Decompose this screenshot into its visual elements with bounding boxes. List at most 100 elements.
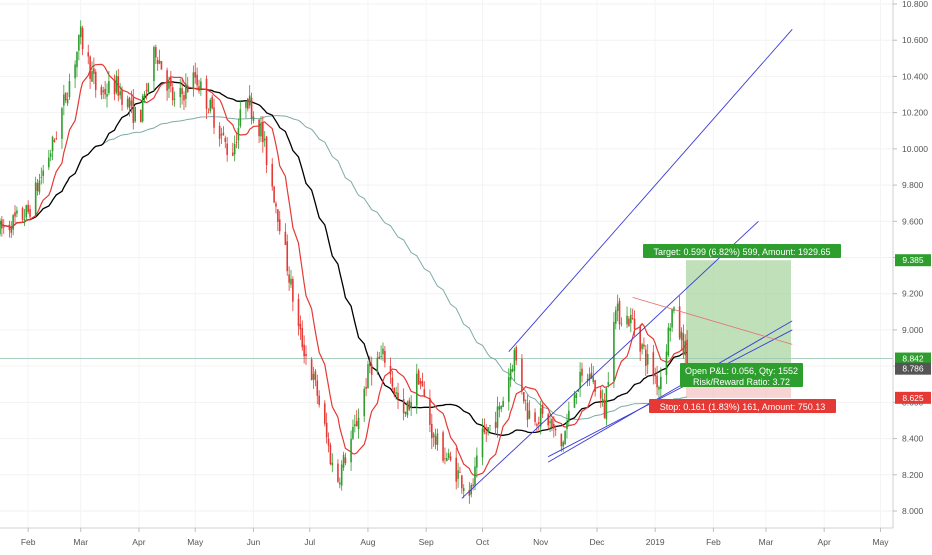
- candle-body: [605, 387, 608, 420]
- candle-body: [0, 221, 1, 234]
- candle-body: [404, 412, 407, 414]
- candle-body: [220, 134, 223, 136]
- candle-body: [186, 85, 189, 92]
- candle-body: [432, 433, 435, 438]
- price-tag-text: 8.625: [902, 393, 924, 403]
- candle-body: [378, 356, 381, 360]
- candle-body: [573, 394, 576, 408]
- trend-channel[interactable]: [461, 29, 793, 499]
- candle-body: [363, 388, 366, 417]
- candle-body: [528, 410, 531, 419]
- candle-body: [316, 380, 319, 396]
- candle-body: [645, 349, 647, 366]
- candle-body: [487, 427, 489, 433]
- price-axis[interactable]: 8.0008.2008.4008.6008.8009.0009.2009.400…: [892, 0, 931, 528]
- candle-body: [314, 371, 317, 381]
- candle-body: [357, 417, 360, 430]
- candle-body: [158, 60, 161, 64]
- candle-body: [196, 74, 198, 86]
- candle-body: [461, 475, 463, 489]
- candle-body: [613, 321, 615, 382]
- candle-body: [218, 125, 221, 139]
- candle-body: [140, 110, 142, 123]
- candle-body: [68, 81, 71, 98]
- candle-body: [102, 90, 105, 93]
- time-axis[interactable]: Feb Mar Apr May Jun Jul Aug Sep Oct Nov Dec 2019 Feb…: [0, 527, 893, 547]
- candle-body: [181, 88, 183, 94]
- candle-body: [481, 428, 484, 458]
- price-tag-text: 8.786: [902, 364, 924, 374]
- candle-body: [669, 328, 672, 331]
- candle-body: [130, 100, 133, 106]
- price-tick-label: 10.600: [902, 35, 928, 45]
- candle-body: [434, 436, 437, 445]
- candle-body: [575, 392, 578, 398]
- candle-body: [684, 341, 687, 356]
- candle-body: [49, 153, 52, 157]
- candle-body: [183, 95, 185, 101]
- candle-body: [263, 138, 266, 141]
- candle-body: [474, 466, 476, 486]
- candle-body: [222, 132, 225, 135]
- price-tick-label: 10.800: [902, 0, 928, 9]
- candle-body: [290, 278, 292, 285]
- price-tick-label: 9.800: [902, 180, 924, 190]
- time-tick-label: Apr: [818, 537, 831, 547]
- candle-body: [367, 364, 369, 389]
- candle-body: [607, 381, 610, 385]
- projection-line[interactable]: [632, 296, 793, 345]
- candle-body: [1, 219, 3, 229]
- candle-body: [16, 210, 18, 214]
- candle-body: [421, 381, 424, 387]
- candle-body: [665, 351, 668, 376]
- candle-body: [376, 357, 379, 373]
- candle-body: [171, 87, 174, 101]
- channel-line[interactable]: [508, 29, 793, 352]
- candle-body: [339, 482, 341, 485]
- candle-body: [628, 318, 630, 327]
- candle-body: [128, 97, 131, 109]
- price-tag-text: 9.385: [902, 255, 924, 265]
- candle-body: [331, 462, 334, 466]
- candle-body: [106, 94, 108, 97]
- candle-body: [538, 422, 540, 424]
- candle-body: [248, 95, 251, 106]
- candle-body: [365, 386, 367, 389]
- channel-line[interactable]: [461, 220, 759, 499]
- time-tick-label: Mar: [73, 537, 88, 547]
- candle-body: [472, 484, 474, 486]
- candle-body: [12, 215, 14, 230]
- candle-body: [410, 402, 412, 408]
- time-tick-label: Feb: [21, 537, 36, 547]
- candle-body: [581, 368, 583, 376]
- price-tick-label: 10.200: [902, 108, 928, 118]
- candle-body: [74, 64, 76, 79]
- candle-body: [173, 98, 176, 100]
- candle-body: [145, 90, 148, 92]
- candle-body: [536, 424, 538, 426]
- candle-body: [483, 428, 486, 433]
- candle-body: [134, 107, 136, 122]
- candle-body: [168, 81, 170, 89]
- candle-body: [8, 224, 11, 230]
- candle-body: [515, 347, 518, 361]
- time-tick-label: Feb: [706, 537, 721, 547]
- target-zone: [686, 260, 791, 369]
- time-tick-label: May: [187, 537, 204, 547]
- time-tick-label: Jul: [304, 537, 315, 547]
- candle-body: [237, 127, 240, 141]
- candle-body: [436, 433, 439, 445]
- candle-body: [94, 71, 97, 90]
- candle-body: [509, 369, 512, 381]
- candle-body: [678, 306, 681, 339]
- candle-body: [620, 323, 623, 325]
- candle-body: [141, 95, 144, 122]
- candle-body: [78, 34, 80, 51]
- channel-line[interactable]: [547, 329, 793, 458]
- candle-body: [329, 444, 332, 465]
- candle-body: [247, 98, 249, 109]
- channel-line[interactable]: [547, 320, 793, 463]
